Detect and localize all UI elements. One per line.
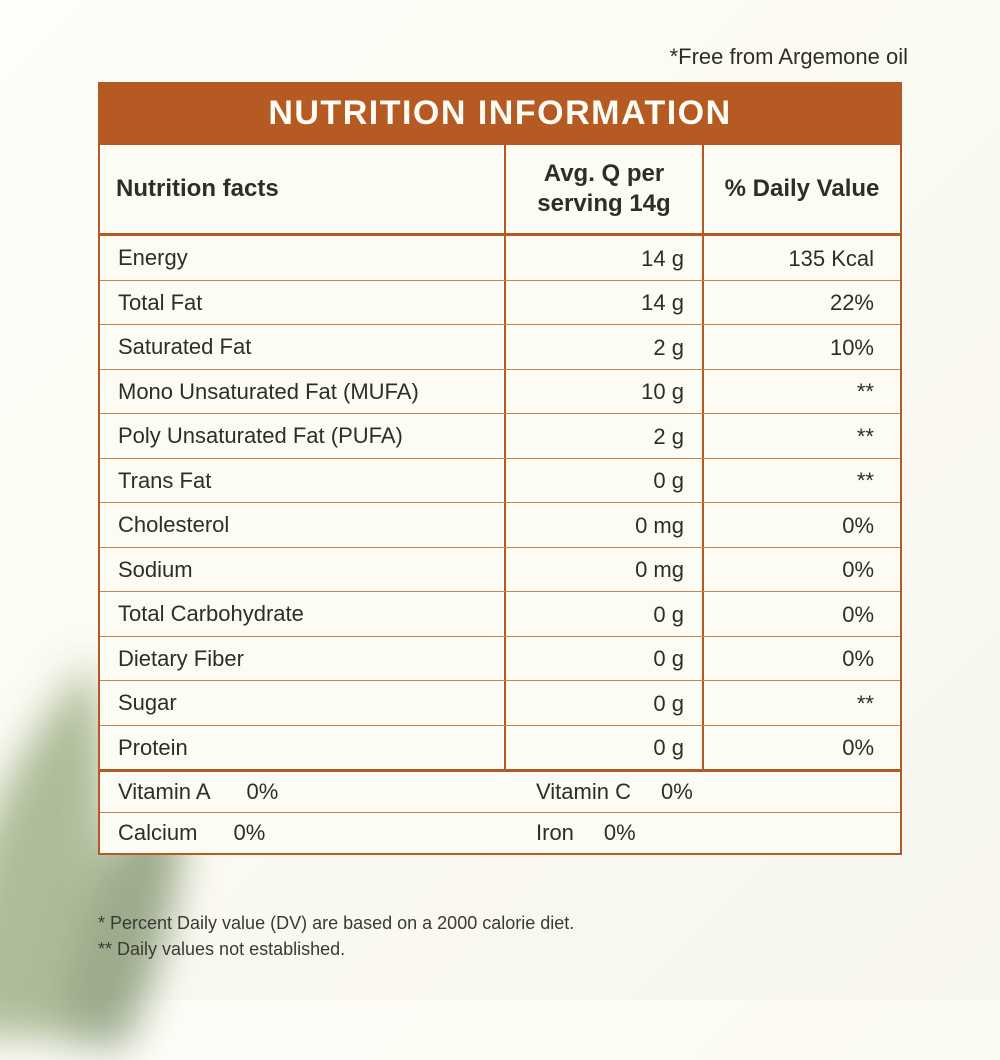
footer-left-value: 0% [233, 820, 265, 846]
table-row: Total Carbohydrate0 g0% [100, 592, 900, 637]
row-qty: 0 g [506, 726, 704, 770]
row-dv: 0% [704, 726, 900, 770]
row-qty: 0 g [506, 637, 704, 681]
table-row: Energy14 g135 Kcal [100, 236, 900, 281]
row-name: Saturated Fat [100, 325, 506, 369]
row-name: Mono Unsaturated Fat (MUFA) [100, 370, 506, 414]
row-qty: 2 g [506, 414, 704, 458]
table-row: Cholesterol0 mg0% [100, 503, 900, 548]
row-dv: 10% [704, 325, 900, 369]
table-footer: Vitamin A 0% Vitamin C 0% Calcium 0% Iron 0% [100, 772, 900, 853]
row-qty: 0 g [506, 681, 704, 725]
panel-title: NUTRITION INFORMATION [100, 84, 900, 145]
footer-right: Iron 0% [506, 813, 900, 853]
header-daily-value: % Daily Value [704, 145, 900, 233]
footer-row: Vitamin A 0% Vitamin C 0% [100, 772, 900, 813]
table-row: Saturated Fat2 g10% [100, 325, 900, 370]
row-qty: 14 g [506, 236, 704, 280]
row-name: Sugar [100, 681, 506, 725]
header-avg-qty: Avg. Q per serving 14g [506, 145, 704, 233]
row-name: Protein [100, 726, 506, 770]
row-dv: 0% [704, 637, 900, 681]
row-name: Sodium [100, 548, 506, 592]
table-row: Poly Unsaturated Fat (PUFA)2 g** [100, 414, 900, 459]
footer-right-name: Iron [536, 820, 574, 846]
row-qty: 14 g [506, 281, 704, 325]
table-body: Energy14 g135 KcalTotal Fat14 g22%Satura… [100, 236, 900, 772]
table-header: Nutrition facts Avg. Q per serving 14g %… [100, 145, 900, 236]
row-dv: 0% [704, 548, 900, 592]
row-dv: ** [704, 681, 900, 725]
row-qty: 0 g [506, 592, 704, 636]
footnote-line-2: ** Daily values not established. [98, 936, 574, 962]
footer-left: Vitamin A 0% [100, 772, 506, 812]
table-row: Total Fat14 g22% [100, 281, 900, 326]
top-note: *Free from Argemone oil [670, 44, 908, 70]
table-row: Sugar0 g** [100, 681, 900, 726]
table-row: Trans Fat0 g** [100, 459, 900, 504]
row-qty: 0 mg [506, 548, 704, 592]
row-dv: 135 Kcal [704, 236, 900, 280]
row-dv: 22% [704, 281, 900, 325]
row-dv: ** [704, 459, 900, 503]
row-name: Total Carbohydrate [100, 592, 506, 636]
nutrition-panel: NUTRITION INFORMATION Nutrition facts Av… [98, 82, 902, 855]
footer-left-value: 0% [247, 779, 279, 805]
row-name: Trans Fat [100, 459, 506, 503]
row-qty: 10 g [506, 370, 704, 414]
row-dv: 0% [704, 592, 900, 636]
footnotes: * Percent Daily value (DV) are based on … [98, 910, 574, 962]
row-name: Energy [100, 236, 506, 280]
footer-right-name: Vitamin C [536, 779, 631, 805]
footer-right: Vitamin C 0% [506, 772, 900, 812]
table-row: Mono Unsaturated Fat (MUFA)10 g** [100, 370, 900, 415]
footnote-line-1: * Percent Daily value (DV) are based on … [98, 910, 574, 936]
footer-left-name: Vitamin A [118, 779, 211, 805]
row-dv: ** [704, 414, 900, 458]
table-row: Sodium0 mg0% [100, 548, 900, 593]
row-qty: 2 g [506, 325, 704, 369]
row-dv: ** [704, 370, 900, 414]
row-qty: 0 mg [506, 503, 704, 547]
row-name: Poly Unsaturated Fat (PUFA) [100, 414, 506, 458]
row-qty: 0 g [506, 459, 704, 503]
footer-right-value: 0% [604, 820, 636, 846]
table-row: Dietary Fiber0 g0% [100, 637, 900, 682]
footer-row: Calcium 0% Iron 0% [100, 813, 900, 853]
row-dv: 0% [704, 503, 900, 547]
row-name: Total Fat [100, 281, 506, 325]
table-row: Protein0 g0% [100, 726, 900, 773]
footer-left: Calcium 0% [100, 813, 506, 853]
footer-left-name: Calcium [118, 820, 197, 846]
row-name: Cholesterol [100, 503, 506, 547]
row-name: Dietary Fiber [100, 637, 506, 681]
footer-right-value: 0% [661, 779, 693, 805]
header-nutrition-facts: Nutrition facts [100, 145, 506, 233]
